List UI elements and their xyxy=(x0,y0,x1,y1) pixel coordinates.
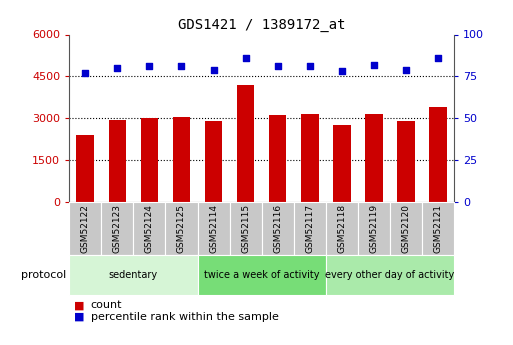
Text: sedentary: sedentary xyxy=(109,270,158,280)
Bar xyxy=(141,118,158,202)
Point xyxy=(113,65,122,71)
Bar xyxy=(429,107,447,202)
Bar xyxy=(76,135,94,202)
Text: GSM52119: GSM52119 xyxy=(369,204,379,253)
Point xyxy=(81,70,89,76)
Bar xyxy=(397,121,415,202)
Text: protocol: protocol xyxy=(22,270,67,280)
Bar xyxy=(269,115,286,202)
Text: GSM52124: GSM52124 xyxy=(145,204,154,253)
Text: twice a week of activity: twice a week of activity xyxy=(204,270,320,280)
Text: ■: ■ xyxy=(74,300,85,310)
Bar xyxy=(333,125,350,202)
Text: GSM52114: GSM52114 xyxy=(209,204,218,253)
Text: GSM52117: GSM52117 xyxy=(305,204,314,253)
Bar xyxy=(109,120,126,202)
Point xyxy=(402,67,410,72)
Text: GSM52120: GSM52120 xyxy=(401,204,410,253)
Text: ■: ■ xyxy=(74,312,85,322)
Bar xyxy=(205,121,222,202)
Text: GSM52125: GSM52125 xyxy=(177,204,186,253)
Point xyxy=(306,63,314,69)
Text: count: count xyxy=(91,300,122,310)
Bar xyxy=(301,114,319,202)
Text: GSM52122: GSM52122 xyxy=(81,204,90,253)
Point xyxy=(209,67,218,72)
Point xyxy=(242,55,250,61)
Text: percentile rank within the sample: percentile rank within the sample xyxy=(91,312,279,322)
Point xyxy=(370,62,378,67)
Point xyxy=(434,55,442,61)
Text: GSM52116: GSM52116 xyxy=(273,204,282,253)
Text: GSM52115: GSM52115 xyxy=(241,204,250,253)
Point xyxy=(145,63,153,69)
Title: GDS1421 / 1389172_at: GDS1421 / 1389172_at xyxy=(178,18,345,32)
Text: every other day of activity: every other day of activity xyxy=(325,270,455,280)
Text: GSM52121: GSM52121 xyxy=(433,204,443,253)
Bar xyxy=(365,114,383,202)
Bar xyxy=(237,85,254,202)
Point xyxy=(177,63,186,69)
Text: ▶: ▶ xyxy=(72,269,82,282)
Text: GSM52123: GSM52123 xyxy=(113,204,122,253)
Point xyxy=(338,69,346,74)
Bar xyxy=(173,117,190,202)
Text: GSM52118: GSM52118 xyxy=(337,204,346,253)
Point xyxy=(273,63,282,69)
